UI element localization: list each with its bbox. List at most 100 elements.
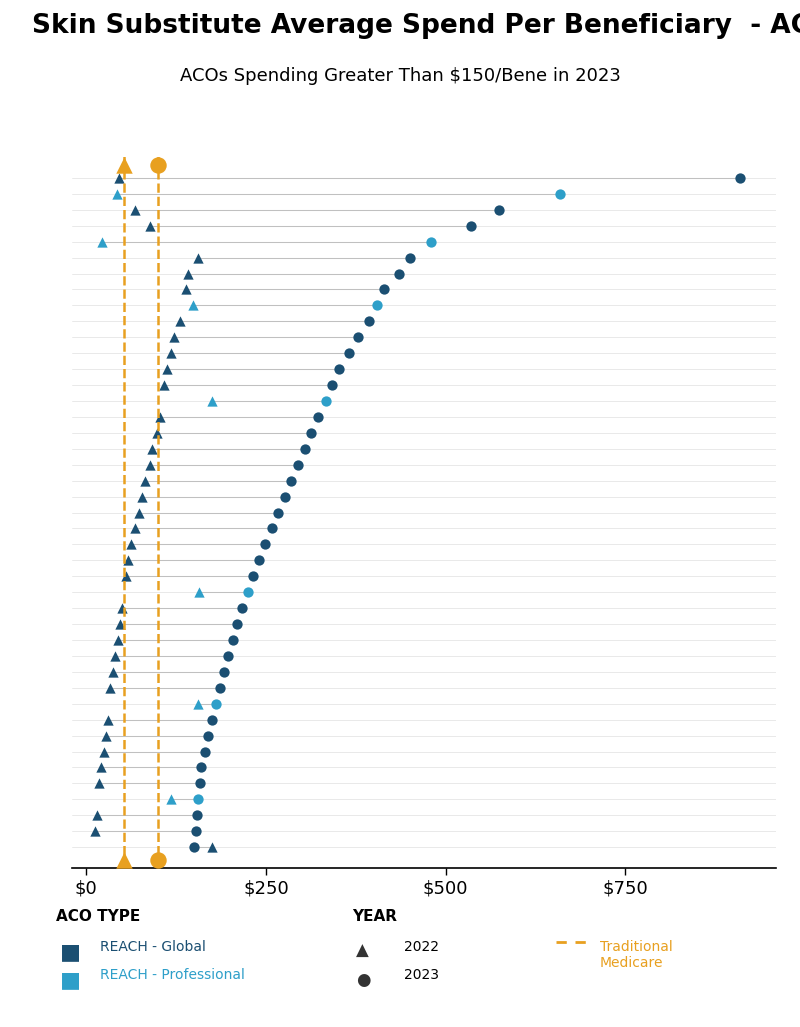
Point: [464, 218, 477, 234]
Point: [206, 712, 218, 728]
Point: [188, 839, 201, 855]
Point: [133, 504, 146, 521]
Point: [93, 775, 106, 792]
Point: [305, 424, 318, 441]
Point: [252, 553, 265, 569]
Point: [102, 712, 114, 728]
Point: [116, 600, 129, 616]
Point: [231, 616, 244, 633]
Point: [119, 568, 132, 584]
Point: [96, 233, 109, 250]
Point: [278, 489, 291, 505]
Point: [182, 265, 194, 281]
Text: YEAR: YEAR: [352, 909, 397, 924]
Point: [94, 759, 107, 775]
Point: [114, 616, 126, 633]
Point: [109, 648, 122, 664]
Text: ACO TYPE: ACO TYPE: [56, 909, 140, 924]
Point: [112, 169, 125, 186]
Point: [129, 521, 142, 537]
Point: [98, 744, 110, 760]
Text: 2023: 2023: [404, 968, 439, 983]
Point: [242, 584, 254, 601]
Point: [326, 377, 338, 393]
Point: [210, 695, 222, 712]
Point: [393, 265, 406, 281]
Point: [165, 791, 178, 807]
Point: [118, 157, 130, 174]
Point: [118, 851, 130, 868]
Point: [258, 536, 271, 553]
Point: [158, 377, 170, 393]
Point: [189, 823, 202, 839]
Point: [194, 775, 206, 792]
Point: [378, 281, 391, 298]
Point: [319, 392, 332, 409]
Point: [403, 250, 416, 266]
Point: [198, 744, 211, 760]
Point: [190, 807, 203, 824]
Point: [136, 489, 149, 505]
Point: [106, 663, 119, 680]
Point: [362, 313, 375, 330]
Point: [129, 201, 142, 218]
Point: [165, 345, 178, 362]
Point: [236, 600, 249, 616]
Text: ■: ■: [60, 942, 81, 961]
Point: [146, 441, 159, 457]
Point: [104, 680, 117, 696]
Point: [186, 297, 199, 313]
Text: ACOs Spending Greater Than $150/Bene in 2023: ACOs Spending Greater Than $150/Bene in …: [179, 67, 621, 85]
Point: [191, 250, 204, 266]
Text: ▲: ▲: [356, 942, 369, 960]
Point: [168, 329, 181, 345]
Point: [206, 392, 218, 409]
Point: [285, 472, 298, 489]
Point: [222, 648, 234, 664]
Point: [493, 201, 506, 218]
Point: [734, 169, 746, 186]
Point: [202, 727, 215, 744]
Text: Traditional
Medicare: Traditional Medicare: [600, 940, 673, 969]
Point: [292, 457, 305, 473]
Point: [174, 313, 186, 330]
Point: [90, 807, 103, 824]
Point: [139, 472, 152, 489]
Text: ●: ●: [356, 971, 370, 989]
Point: [266, 521, 278, 537]
Point: [371, 297, 384, 313]
Point: [152, 157, 165, 174]
Point: [179, 281, 192, 298]
Point: [214, 680, 226, 696]
Text: Skin Substitute Average Spend Per Beneficiary  - ACO REACH: Skin Substitute Average Spend Per Benefi…: [32, 13, 800, 39]
Point: [246, 568, 259, 584]
Point: [89, 823, 102, 839]
Point: [143, 218, 156, 234]
Point: [99, 727, 112, 744]
Text: REACH - Professional: REACH - Professional: [100, 968, 245, 983]
Text: REACH - Global: REACH - Global: [100, 940, 206, 954]
Point: [206, 839, 218, 855]
Point: [143, 457, 156, 473]
Point: [122, 553, 134, 569]
Point: [425, 233, 438, 250]
Point: [554, 186, 567, 202]
Point: [161, 360, 174, 377]
Point: [150, 424, 163, 441]
Point: [311, 409, 324, 425]
Point: [152, 851, 165, 868]
Point: [111, 632, 124, 648]
Point: [218, 663, 230, 680]
Point: [195, 759, 208, 775]
Point: [193, 584, 206, 601]
Text: 2022: 2022: [404, 940, 439, 954]
Point: [342, 345, 355, 362]
Point: [351, 329, 364, 345]
Point: [299, 441, 312, 457]
Point: [154, 409, 166, 425]
Point: [272, 504, 285, 521]
Point: [191, 695, 204, 712]
Point: [110, 186, 123, 202]
Point: [333, 360, 346, 377]
Point: [226, 632, 239, 648]
